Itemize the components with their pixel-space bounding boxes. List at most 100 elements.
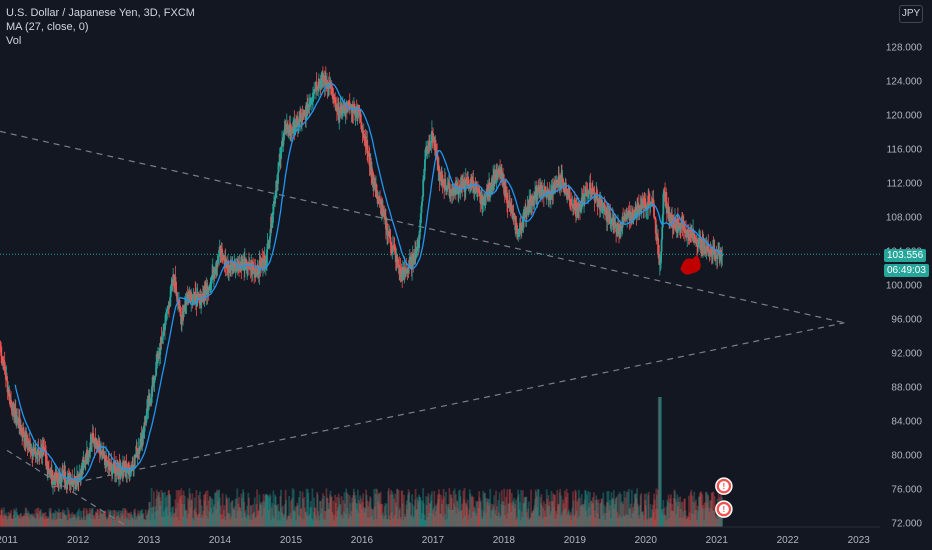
volume-bar: [703, 520, 706, 527]
volume-bar: [102, 512, 105, 527]
candle-body: [503, 181, 506, 195]
candle-body: [562, 179, 564, 182]
candle-body: [417, 239, 419, 241]
candle-body: [190, 293, 193, 302]
volume-bar: [148, 502, 151, 527]
candle-body: [652, 199, 655, 204]
volume-bar: [4, 515, 7, 527]
currency-button[interactable]: JPY: [899, 5, 923, 23]
candle-body: [638, 206, 641, 213]
volume-bar: [526, 517, 529, 527]
volume-bar: [257, 510, 260, 527]
candle-body: [294, 128, 297, 130]
candle-body: [186, 294, 189, 298]
volume-bar: [18, 516, 21, 527]
volume-bar: [529, 517, 532, 527]
volume-bar: [378, 493, 381, 527]
volume-bar: [24, 507, 27, 527]
volume-bar: [282, 517, 285, 527]
volume-bar: [296, 502, 299, 527]
volume-bar: [530, 512, 533, 527]
candle-body: [461, 179, 464, 187]
candle-body: [675, 226, 678, 230]
volume-bar: [250, 519, 253, 527]
candle-body: [647, 195, 650, 209]
volume-bar: [629, 508, 632, 527]
volume-bar: [352, 495, 355, 527]
volume-bar: [503, 514, 506, 527]
volume-bar: [561, 514, 563, 527]
candle-body: [626, 212, 629, 218]
volume-bar: [236, 510, 239, 527]
volume-bar: [261, 516, 264, 527]
candle-body: [516, 224, 518, 234]
volume-bar: [685, 519, 687, 527]
candle-body: [481, 194, 483, 210]
volume-bar: [642, 515, 645, 527]
volume-bar: [433, 490, 436, 527]
volume-bar: [308, 516, 310, 527]
candle-body: [584, 193, 587, 197]
candle-body: [165, 312, 168, 314]
candle-body: [97, 443, 100, 450]
candle-body: [679, 224, 682, 228]
volume-bar: [408, 492, 411, 527]
candle-body: [17, 417, 19, 425]
candle-body: [687, 229, 690, 235]
candle-body: [549, 195, 552, 200]
candle-body: [418, 231, 421, 240]
volume-bar: [518, 509, 521, 527]
candle-body: [322, 74, 324, 82]
volume-bar: [607, 502, 609, 527]
volume-bar: [326, 497, 328, 527]
volume-bar: [632, 506, 634, 527]
volume-bar: [161, 516, 163, 527]
candle-body: [52, 481, 54, 485]
time-axis[interactable]: 2011201220132014201520162017201820192020…: [0, 526, 932, 550]
candle-body: [391, 245, 394, 249]
symbol-title[interactable]: U.S. Dollar / Japanese Yen, 3D, FXCM: [6, 7, 195, 19]
candle-body: [216, 261, 219, 266]
candle-body: [472, 180, 475, 188]
candle-body: [515, 223, 518, 225]
candle-body: [446, 188, 448, 191]
candle-body: [132, 464, 134, 466]
volume-bar: [464, 515, 467, 527]
volume-bar: [537, 489, 540, 527]
candle-body: [619, 224, 622, 232]
candle-body: [421, 196, 424, 202]
candle-body: [689, 229, 692, 233]
volume-bar: [380, 503, 383, 527]
volume-bar: [223, 505, 226, 527]
volume-bar: [477, 507, 480, 527]
volume-bar: [328, 508, 331, 527]
volume-bar: [136, 514, 139, 527]
candle-body: [647, 195, 650, 202]
volume-bar: [695, 499, 697, 527]
volume-bar: [350, 516, 352, 527]
volume-bar: [175, 508, 177, 527]
volume-bar: [16, 514, 19, 527]
candle-body: [670, 214, 673, 227]
volume-bar: [289, 513, 292, 527]
candle-body: [87, 457, 89, 459]
candle-body: [286, 123, 289, 125]
volume-bar: [337, 506, 339, 527]
volume-bar: [663, 507, 666, 527]
volume-bar: [485, 502, 488, 527]
volume-bar: [218, 489, 221, 527]
candle-body: [570, 202, 573, 205]
volume-bar: [536, 507, 539, 527]
volume-bar: [556, 489, 559, 527]
volume-bar: [12, 515, 15, 527]
volume-bar: [113, 509, 116, 527]
volume-bar: [140, 514, 143, 527]
volume-bar: [105, 517, 107, 527]
candle-body: [386, 232, 389, 236]
volume-bar: [675, 501, 678, 527]
candle-body: [148, 398, 151, 402]
ma-indicator-label[interactable]: MA (27, close, 0): [6, 21, 89, 33]
volume-indicator-label[interactable]: Vol: [6, 35, 22, 47]
candle-body: [572, 203, 574, 209]
